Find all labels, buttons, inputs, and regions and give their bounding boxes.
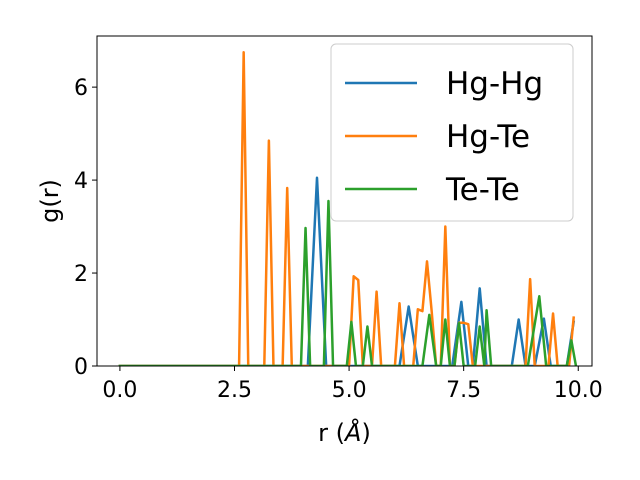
y-tick-label: 4	[74, 169, 88, 194]
legend-box	[330, 43, 574, 222]
series-line-hg-hg	[118, 176, 576, 366]
legend-label-hg-te: Hg-Te	[446, 119, 530, 155]
x-tick-label: 2.5	[217, 378, 252, 403]
legend-label-hg-hg: Hg-Hg	[446, 66, 543, 102]
y-tick-label: 0	[74, 355, 88, 380]
plot-frame	[96, 35, 593, 367]
legend-label-te-te: Te-Te	[445, 172, 520, 208]
x-tick-label: 0.0	[102, 378, 137, 403]
series-line-hg-te	[118, 51, 576, 366]
legend: Hg-Hg Hg-Te Te-Te	[330, 43, 574, 222]
series-layer	[118, 51, 578, 366]
x-tick-label: 5.0	[332, 378, 367, 403]
x-axis-label: r (Å)	[318, 418, 371, 447]
series-line-te-te	[118, 199, 578, 366]
x-tick-label: 7.5	[446, 378, 481, 403]
y-axis-label: g(r)	[36, 179, 64, 223]
ticks-layer: 0.0 2.5 5.0 7.5 10.0 0 2 4 6	[74, 76, 603, 403]
x-tick-label: 10.0	[554, 378, 603, 403]
y-tick-label: 2	[74, 262, 88, 287]
y-tick-label: 6	[74, 76, 88, 101]
